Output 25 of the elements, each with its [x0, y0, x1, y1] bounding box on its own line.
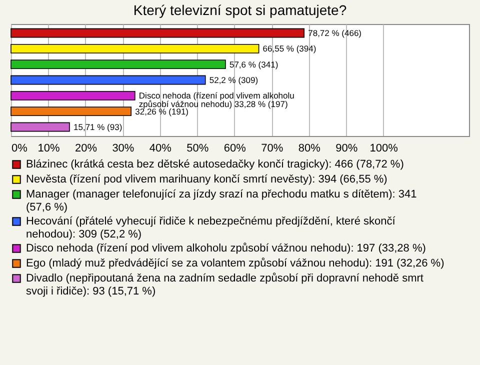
x-tick-label: 70% — [261, 142, 284, 154]
legend-label: Divadlo (nepřipoutaná žena na zadním sedadle způsobí při dopravní nehodě smrt svoji i řidiče): 93 (15,71 %) — [26, 272, 424, 298]
x-tick-label: 60% — [224, 142, 246, 154]
x-tick-label: 0% — [12, 142, 28, 154]
x-tick-label: 40% — [149, 142, 172, 154]
x-tick-label: 50% — [186, 142, 209, 154]
legend-label: Nevěsta (řízení pod vlivem marihuany končí smrtí nevěsty): 394 (66,55 %) — [26, 174, 388, 186]
legend-label: Manager (manager telefonující za jízdy srazí na přechodu matku s dítětem): 341 (57,6 %) — [26, 188, 417, 214]
legend-label: Blázinec (krátká cesta bez dětské autosedačky končí tragicky): 466 (78,72 %) — [26, 158, 404, 170]
data-label: 57,6 % (341) — [229, 59, 278, 70]
data-label: 78,72 % (466) — [308, 28, 362, 38]
data-label: 66,55 % (394) — [262, 44, 316, 54]
x-tick-label: 80% — [298, 142, 321, 154]
data-label: 52,2 % (309) — [209, 75, 258, 85]
x-tick-label: 90% — [336, 142, 358, 154]
data-label: 15,71 % (93) — [73, 122, 122, 132]
x-tick-label: 30% — [112, 142, 134, 154]
x-tick-label: 10% — [38, 142, 60, 154]
legend-label: Ego (mladý muž předvádějící se za volantem způsobí vážnou nehodu): 191 (32,26 %) — [26, 258, 444, 270]
chart-title: Který televizní spot si pamatujete? — [133, 2, 347, 18]
x-tick-label: 20% — [74, 142, 98, 154]
legend-label: Hecování (přátelé vyhecují řidiče k nebezpečnému předjíždění, které skončí nehodou): 309 (52,2 %) — [26, 216, 396, 240]
legend-label: Disco nehoda (řízení pod vlivem alkoholu způsobí vážnou nehodu): 197 (33,28 %) — [26, 242, 426, 254]
x-tick-label: 100% — [370, 142, 398, 154]
data-label: Disco nehoda (řízení pod vlivem alkoholu způsobí vážnou nehodu) 33,28 % (197) — [138, 90, 295, 110]
